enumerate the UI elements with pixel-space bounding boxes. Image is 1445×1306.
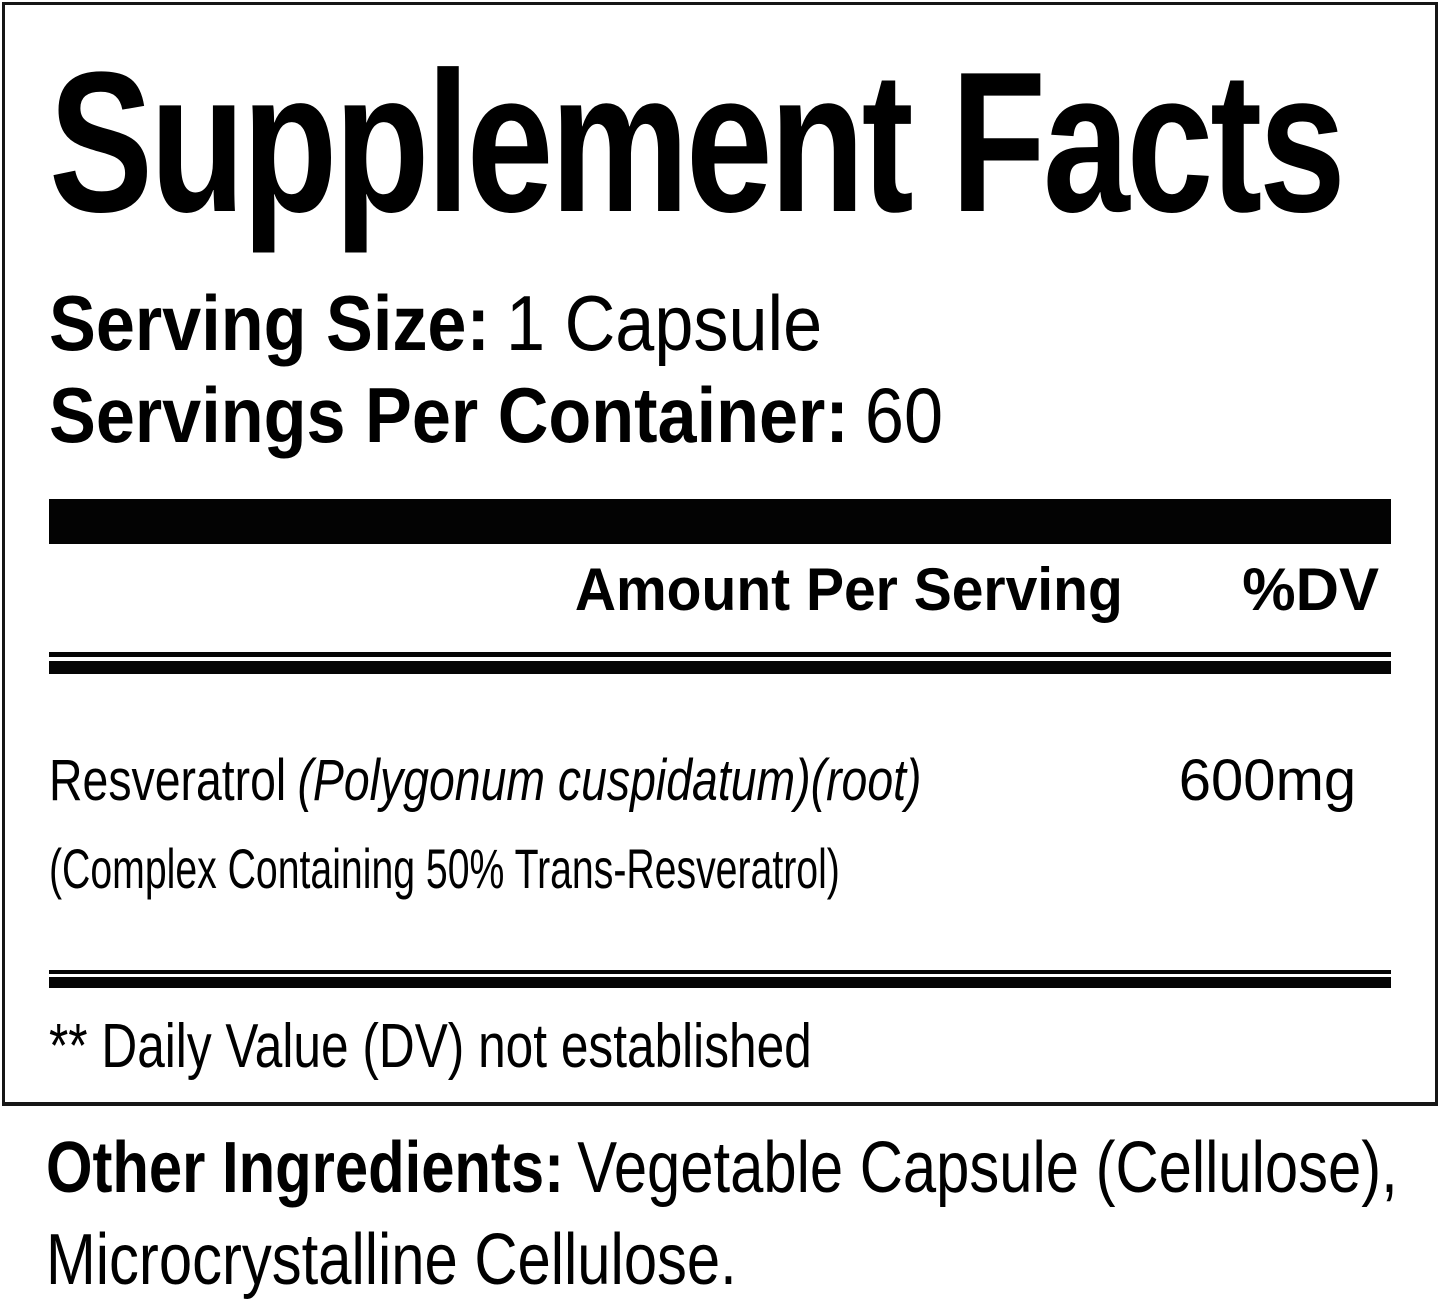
- other-ingredients-line-2: Microcrystalline Cellulose.: [46, 1214, 1445, 1306]
- amount-per-serving-header: Amount Per Serving: [575, 556, 1123, 623]
- other-ingredients-line-1: Other Ingredients: Vegetable Capsule (Cel…: [46, 1122, 1445, 1214]
- panel-title-text: Supplement Facts: [49, 31, 1346, 254]
- double-rule-header: [49, 652, 1391, 674]
- ingredient-name-line: Resveratrol (Polygonum cuspidatum)(root): [49, 737, 1179, 825]
- serving-size-value: 1 Capsule: [506, 279, 823, 367]
- ingredient-botanical-name: (Polygonum cuspidatum)(root): [297, 748, 922, 813]
- column-header-row: Amount Per Serving %DV: [49, 544, 1391, 622]
- other-ingredients-section: Other Ingredients: Vegetable Capsule (Cel…: [46, 1122, 1445, 1306]
- other-ingredients-label: Other Ingredients:: [46, 1128, 564, 1208]
- percent-dv-header: %DV: [1242, 556, 1379, 623]
- serving-size-label: Serving Size:: [49, 279, 490, 367]
- thick-divider-top: [49, 499, 1391, 544]
- ingredient-name-cell: Resveratrol (Polygonum cuspidatum)(root) …: [49, 737, 1179, 913]
- servings-per-container-value: 60: [864, 371, 944, 459]
- other-ingredients-text-line2: Microcrystalline Cellulose.: [46, 1220, 737, 1300]
- ingredient-complex-detail: (Complex Containing 50% Trans-Resveratro…: [49, 837, 840, 900]
- panel-title: Supplement Facts: [49, 43, 1391, 243]
- facts-panel: Supplement Facts Serving Size: 1 Capsule …: [2, 2, 1438, 1106]
- ingredient-name: Resveratrol: [49, 748, 287, 813]
- serving-size-row: Serving Size: 1 Capsule: [49, 277, 1391, 369]
- servings-per-container-row: Servings Per Container: 60: [49, 369, 1391, 461]
- servings-per-container-label: Servings Per Container:: [49, 371, 849, 459]
- thick-divider-bottom: [49, 970, 1391, 988]
- serving-info-section: Serving Size: 1 Capsule Servings Per Cont…: [49, 277, 1391, 461]
- ingredient-row: Resveratrol (Polygonum cuspidatum)(root) …: [49, 737, 1391, 913]
- ingredient-dv-asterisks: **: [1391, 737, 1445, 913]
- dv-footnote: ** Daily Value (DV) not established: [49, 1012, 812, 1081]
- other-ingredients-text-line1: Vegetable Capsule (Cellulose),: [577, 1128, 1398, 1208]
- ingredient-amount: 600mg: [1178, 748, 1357, 813]
